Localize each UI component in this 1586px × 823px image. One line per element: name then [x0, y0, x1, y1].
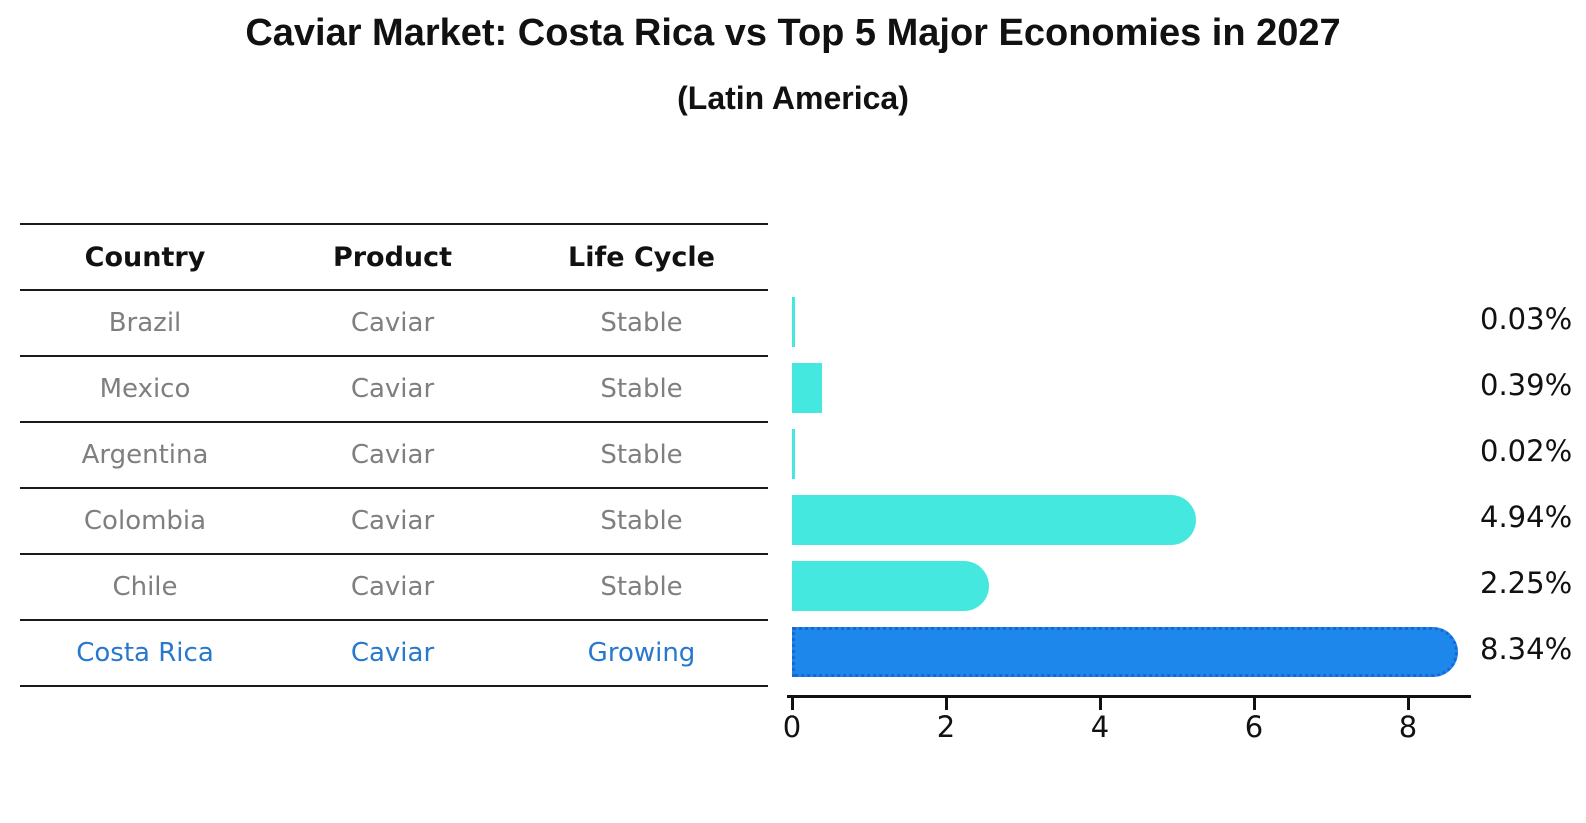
- table-row-costa-rica: Costa Rica Caviar Growing: [20, 619, 768, 685]
- column-header-life-cycle: Life Cycle: [568, 241, 715, 273]
- table-cell: Chile: [112, 572, 178, 602]
- table-cell: Caviar: [350, 374, 435, 404]
- bar-chile: [792, 561, 989, 611]
- value-label-mexico: 0.39%: [1480, 368, 1573, 402]
- table-cell: Argentina: [81, 440, 209, 470]
- x-axis-tick: [1253, 698, 1256, 710]
- table-header-row: Country Product Life Cycle: [20, 223, 768, 289]
- table-cell: Stable: [600, 572, 683, 602]
- bar-brazil: [792, 297, 795, 347]
- column-header-country: Country: [84, 241, 206, 273]
- table-cell: Stable: [600, 506, 683, 536]
- x-axis-tick-label: 8: [1398, 710, 1418, 744]
- table-cell: Stable: [600, 440, 683, 470]
- x-axis-tick-label: 0: [782, 710, 802, 744]
- table-cell: Caviar: [350, 308, 435, 338]
- x-axis-tick-label: 2: [936, 710, 956, 744]
- table-cell: Costa Rica: [76, 638, 214, 668]
- chart-subtitle: (Latin America): [677, 80, 909, 116]
- table-row-mexico: Mexico Caviar Stable: [20, 355, 768, 421]
- table-cell: Caviar: [350, 440, 435, 470]
- bar-costa-rica: [792, 627, 1458, 677]
- country-table: Country Product Life Cycle Brazil Caviar S…: [20, 223, 768, 687]
- value-label-costa-rica: 8.34%: [1480, 632, 1573, 666]
- table-cell: Mexico: [99, 374, 191, 404]
- table-cell: Caviar: [350, 638, 435, 668]
- table-cell: Brazil: [108, 308, 182, 338]
- x-axis-tick: [1407, 698, 1410, 710]
- x-axis: [787, 695, 1471, 698]
- table-cell: Stable: [600, 374, 683, 404]
- x-axis-tick: [1099, 698, 1102, 710]
- x-axis-tick: [791, 698, 794, 710]
- table-body: Brazil Caviar Stable Mexico Caviar Stable Arge…: [20, 289, 768, 685]
- table-cell: Growing: [587, 638, 696, 668]
- table-cell: Caviar: [350, 506, 435, 536]
- table-row-brazil: Brazil Caviar Stable: [20, 289, 768, 355]
- table-cell: Colombia: [83, 506, 207, 536]
- x-axis-tick-label: 6: [1244, 710, 1264, 744]
- column-header-product: Product: [332, 241, 453, 273]
- value-label-brazil: 0.03%: [1480, 302, 1573, 336]
- table-cell: Caviar: [350, 572, 435, 602]
- value-label-chile: 2.25%: [1480, 566, 1573, 600]
- bar-argentina: [792, 429, 795, 479]
- x-axis-tick-label: 4: [1090, 710, 1110, 744]
- bar-colombia: [792, 495, 1196, 545]
- value-label-colombia: 4.94%: [1480, 500, 1573, 534]
- x-axis-tick: [945, 698, 948, 710]
- table-row-colombia: Colombia Caviar Stable: [20, 487, 768, 553]
- value-label-argentina: 0.02%: [1480, 434, 1573, 468]
- table-row-chile: Chile Caviar Stable: [20, 553, 768, 619]
- bar-mexico: [792, 363, 822, 413]
- table-cell: Stable: [600, 308, 683, 338]
- table-row-argentina: Argentina Caviar Stable: [20, 421, 768, 487]
- chart-title: Caviar Market: Costa Rica vs Top 5 Major…: [245, 12, 1341, 54]
